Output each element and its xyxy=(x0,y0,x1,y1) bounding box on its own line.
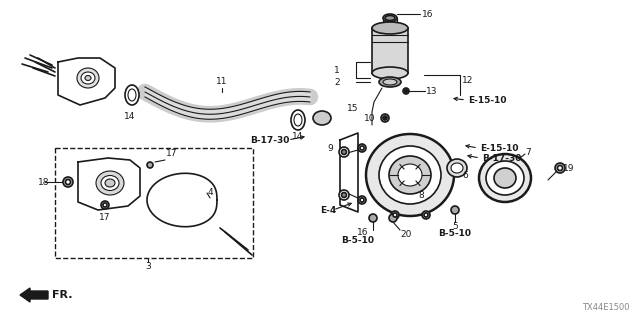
Circle shape xyxy=(557,165,563,171)
Ellipse shape xyxy=(451,163,463,173)
Text: 15: 15 xyxy=(346,103,358,113)
Circle shape xyxy=(389,214,397,222)
Ellipse shape xyxy=(383,14,397,22)
Ellipse shape xyxy=(372,67,408,79)
Ellipse shape xyxy=(81,72,95,84)
Bar xyxy=(383,18,397,28)
Text: B-5-10: B-5-10 xyxy=(438,228,472,237)
Text: 2: 2 xyxy=(334,77,340,86)
Circle shape xyxy=(65,180,70,185)
Text: 12: 12 xyxy=(462,76,474,84)
Text: 13: 13 xyxy=(426,86,438,95)
Ellipse shape xyxy=(291,110,305,130)
Ellipse shape xyxy=(128,89,136,101)
Circle shape xyxy=(63,177,73,187)
Text: 10: 10 xyxy=(364,114,375,123)
Circle shape xyxy=(391,211,399,219)
Circle shape xyxy=(358,196,366,204)
Ellipse shape xyxy=(398,164,422,186)
Circle shape xyxy=(403,88,409,94)
Text: FR.: FR. xyxy=(52,290,72,300)
Text: E-4: E-4 xyxy=(320,205,336,214)
Circle shape xyxy=(360,198,364,202)
Ellipse shape xyxy=(385,15,395,20)
Circle shape xyxy=(360,146,364,150)
Text: 5: 5 xyxy=(452,222,458,231)
Ellipse shape xyxy=(372,22,408,34)
Circle shape xyxy=(393,213,397,217)
Ellipse shape xyxy=(447,159,467,177)
Text: 14: 14 xyxy=(124,112,136,121)
Circle shape xyxy=(404,90,408,92)
Circle shape xyxy=(451,206,459,214)
Ellipse shape xyxy=(486,161,524,195)
Text: 9: 9 xyxy=(327,143,333,153)
Text: TX44E1500: TX44E1500 xyxy=(582,303,630,312)
Text: B-17-30: B-17-30 xyxy=(482,154,522,163)
Ellipse shape xyxy=(125,85,139,105)
Ellipse shape xyxy=(313,111,331,125)
Ellipse shape xyxy=(366,134,454,216)
Text: 17: 17 xyxy=(99,213,111,222)
Ellipse shape xyxy=(77,68,99,88)
Ellipse shape xyxy=(383,79,397,85)
Text: E-15-10: E-15-10 xyxy=(480,143,518,153)
Text: 18: 18 xyxy=(38,178,49,187)
Text: E-15-10: E-15-10 xyxy=(468,95,506,105)
Text: 8: 8 xyxy=(418,190,424,199)
Text: 7: 7 xyxy=(525,148,531,156)
Text: 11: 11 xyxy=(216,77,228,86)
Text: 19: 19 xyxy=(563,164,575,172)
Circle shape xyxy=(424,213,428,217)
Bar xyxy=(55,148,253,258)
Circle shape xyxy=(381,114,389,122)
Ellipse shape xyxy=(379,77,401,87)
Circle shape xyxy=(342,193,346,197)
Text: 16: 16 xyxy=(422,10,433,19)
Circle shape xyxy=(342,149,346,155)
Text: 14: 14 xyxy=(292,132,304,141)
Circle shape xyxy=(422,211,430,219)
Text: B-5-10: B-5-10 xyxy=(342,236,374,244)
Circle shape xyxy=(369,214,377,222)
Text: 20: 20 xyxy=(400,230,412,239)
Circle shape xyxy=(103,203,107,207)
Ellipse shape xyxy=(379,146,441,204)
Circle shape xyxy=(383,116,387,120)
Text: 4: 4 xyxy=(208,188,214,196)
FancyArrow shape xyxy=(20,288,48,302)
Circle shape xyxy=(101,201,109,209)
Text: 16: 16 xyxy=(357,228,369,237)
Text: 17: 17 xyxy=(166,149,178,158)
Ellipse shape xyxy=(494,168,516,188)
Bar xyxy=(372,28,408,73)
Circle shape xyxy=(339,147,349,157)
Ellipse shape xyxy=(479,154,531,202)
Circle shape xyxy=(384,117,386,119)
Ellipse shape xyxy=(294,114,302,126)
Text: 6: 6 xyxy=(462,171,468,180)
Circle shape xyxy=(147,162,153,168)
Circle shape xyxy=(358,144,366,152)
Ellipse shape xyxy=(101,175,119,190)
Text: 3: 3 xyxy=(145,262,151,271)
Ellipse shape xyxy=(85,76,91,81)
Ellipse shape xyxy=(105,179,115,187)
Circle shape xyxy=(555,163,565,173)
Circle shape xyxy=(339,190,349,200)
Text: 1: 1 xyxy=(334,66,340,75)
Ellipse shape xyxy=(96,171,124,195)
Ellipse shape xyxy=(389,156,431,194)
Text: B-17-30: B-17-30 xyxy=(250,135,289,145)
